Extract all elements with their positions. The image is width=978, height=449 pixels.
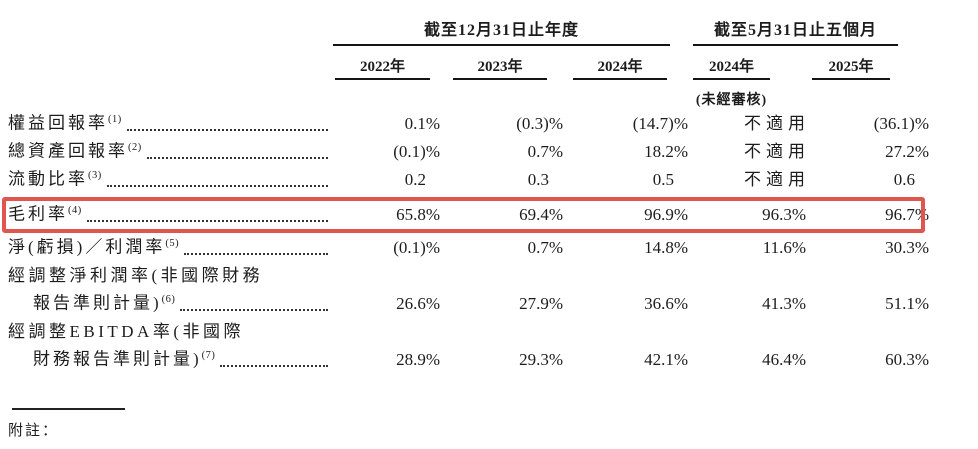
dot-leader: [220, 365, 328, 367]
row-label-cell: 毛利率(4): [8, 200, 330, 230]
dot-leader: [180, 309, 328, 311]
unaudited-note: (未經審核): [695, 93, 768, 108]
value-cell: 96.7%: [885, 205, 929, 224]
year-column-header-2022: 2022年: [335, 57, 430, 80]
value-cell: (14.7)%: [632, 114, 688, 133]
value-cell: 不適用: [744, 170, 810, 189]
year-column-header-2023: 2023年: [453, 57, 547, 80]
row-label-cell: 權益回報率(1): [8, 110, 330, 138]
value-cell: 51.1%: [885, 294, 929, 313]
value-cell: 41.3%: [762, 294, 806, 313]
footnote-ref: (2): [128, 142, 142, 154]
value-cell: (0.1)%: [393, 238, 440, 257]
value-cell: 65.8%: [396, 205, 440, 224]
value-cell: 0.3: [527, 170, 549, 189]
row-label-line1: 經調整淨利潤率(非國際財務: [8, 266, 264, 285]
year-column-header-2024: 2024年: [573, 57, 667, 80]
dot-leader: [106, 185, 328, 187]
footnote-ref: (3): [88, 170, 102, 182]
row-label: 總資產回報率(2): [8, 142, 142, 161]
value-cell: 11.6%: [762, 238, 806, 257]
value-cell: 42.1%: [644, 350, 688, 369]
value-cell: 0.1%: [404, 114, 440, 133]
value-cell: 96.9%: [644, 205, 688, 224]
row-label-cell: 總資產回報率(2): [8, 138, 330, 166]
period-header-row: 截至12月31日止年度 截至5月31日止五個月: [8, 20, 978, 46]
table-row-current-ratio: 流動比率(3) 0.2 0.3 0.5 不適用 0.6: [8, 166, 978, 194]
value-cell: 0.5: [652, 170, 674, 189]
row-label-line1: 經調整EBITDA率(非國際: [8, 322, 244, 341]
row-label: 權益回報率(1): [8, 114, 122, 133]
footnote-ref: (7): [201, 350, 216, 362]
value-cell: 30.3%: [885, 238, 929, 257]
notes-separator: [12, 408, 125, 410]
value-cell: 不適用: [744, 142, 810, 161]
value-cell: 27.2%: [885, 142, 929, 161]
value-cell: 26.6%: [396, 294, 440, 313]
year-header-spacer: [8, 57, 330, 80]
value-cell: 96.3%: [762, 205, 806, 224]
notes-label: 附註：: [8, 423, 60, 439]
row-label-cell: 流動比率(3): [8, 166, 330, 194]
footnote-ref: (1): [108, 114, 122, 126]
table-row-adjusted-net-profit-margin: 經調整淨利潤率(非國際財務 報告準則計量)(6) 26.6% 27.9% 36.…: [8, 262, 978, 318]
row-label-cell: 財務報告準則計量)(7): [8, 346, 330, 374]
value-cell: 不適用: [744, 114, 810, 133]
year-column-header-2025-5m: 2025年: [812, 57, 890, 80]
table-row-gross-margin-highlighted: 毛利率(4) 65.8% 69.4% 96.9% 96.3% 96.7%: [2, 197, 978, 233]
footnote-ref: (4): [68, 205, 82, 217]
value-cell: 46.4%: [762, 350, 806, 369]
row-label-line2: 財務報告準則計量)(7): [33, 350, 216, 369]
dot-leader: [86, 220, 328, 222]
period-header-annual: 截至12月31日止年度: [333, 20, 670, 46]
row-label: 毛利率(4): [8, 205, 82, 224]
dot-leader: [184, 253, 328, 255]
table-row-return-on-equity: 權益回報率(1) 0.1% (0.3)% (14.7)% 不適用 (36.1)%: [8, 110, 978, 138]
table-row-adjusted-ebitda-margin: 經調整EBITDA率(非國際 財務報告準則計量)(7) 28.9% 29.3% …: [8, 318, 978, 374]
value-cell: 27.9%: [519, 294, 563, 313]
dot-leader: [126, 129, 328, 131]
value-cell: 0.7%: [527, 142, 563, 161]
row-label: 流動比率(3): [8, 170, 102, 189]
table-row-return-on-assets: 總資產回報率(2) (0.1)% 0.7% 18.2% 不適用 27.2%: [8, 138, 978, 166]
table-row-net-profit-margin: 淨(虧損)／利潤率(5) (0.1)% 0.7% 14.8% 11.6% 30.…: [8, 234, 978, 262]
year-column-header-2024-5m: 2024年: [693, 57, 770, 80]
value-cell: (0.3)%: [516, 114, 563, 133]
value-cell: 69.4%: [519, 205, 563, 224]
value-cell: 29.3%: [519, 350, 563, 369]
row-label-cell: 淨(虧損)／利潤率(5): [8, 234, 330, 262]
value-cell: 28.9%: [396, 350, 440, 369]
value-cell: 0.6: [893, 170, 915, 189]
value-cell: (36.1)%: [873, 114, 929, 133]
row-label: 淨(虧損)／利潤率(5): [8, 238, 180, 257]
value-cell: 0.2: [404, 170, 426, 189]
value-cell: 14.8%: [644, 238, 688, 257]
dot-leader: [146, 157, 328, 159]
year-header-row: 2022年 2023年 2024年 2024年 2025年: [8, 57, 978, 80]
value-cell: 36.6%: [644, 294, 688, 313]
unaudited-note-row: (未經審核): [8, 80, 978, 110]
row-label-line2: 報告準則計量)(6): [33, 294, 176, 313]
footnote-ref: (6): [161, 294, 176, 306]
value-cell: 0.7%: [527, 238, 563, 257]
value-cell: 60.3%: [885, 350, 929, 369]
value-cell: (0.1)%: [393, 142, 440, 161]
row-label-cell: 報告準則計量)(6): [8, 290, 330, 318]
footnote-ref: (5): [165, 238, 180, 250]
period-header-five-months: 截至5月31日止五個月: [693, 20, 898, 46]
value-cell: 18.2%: [644, 142, 688, 161]
